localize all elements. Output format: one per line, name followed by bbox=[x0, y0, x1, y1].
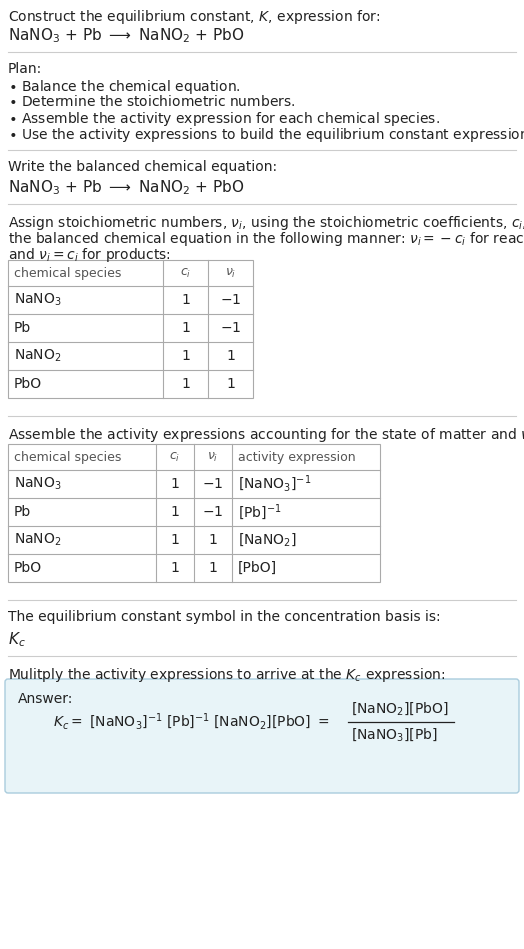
Text: $\nu_i$: $\nu_i$ bbox=[208, 451, 219, 463]
Text: NaNO$_2$: NaNO$_2$ bbox=[14, 531, 61, 549]
Text: $\nu_i$: $\nu_i$ bbox=[225, 267, 236, 280]
Bar bbox=[8, 260, 253, 398]
Text: 1: 1 bbox=[226, 349, 235, 363]
Text: 1: 1 bbox=[209, 561, 217, 575]
Text: $-1$: $-1$ bbox=[202, 477, 224, 491]
Text: $\bullet$ Balance the chemical equation.: $\bullet$ Balance the chemical equation. bbox=[8, 78, 241, 96]
Text: [NaNO$_3$]$^{-1}$: [NaNO$_3$]$^{-1}$ bbox=[238, 474, 311, 494]
Text: $c_i$: $c_i$ bbox=[180, 267, 191, 280]
Text: [NaNO$_2$][PbO]: [NaNO$_2$][PbO] bbox=[351, 700, 449, 717]
Text: $\bullet$ Assemble the activity expression for each chemical species.: $\bullet$ Assemble the activity expressi… bbox=[8, 110, 440, 128]
Text: 1: 1 bbox=[226, 377, 235, 391]
Text: $-1$: $-1$ bbox=[202, 505, 224, 519]
Text: 1: 1 bbox=[181, 377, 190, 391]
Text: $-1$: $-1$ bbox=[220, 321, 241, 335]
Text: Answer:: Answer: bbox=[18, 692, 73, 706]
Text: chemical species: chemical species bbox=[14, 451, 122, 463]
FancyBboxPatch shape bbox=[5, 679, 519, 793]
Text: PbO: PbO bbox=[14, 377, 42, 391]
Text: 1: 1 bbox=[171, 533, 179, 547]
Text: NaNO$_3$: NaNO$_3$ bbox=[14, 291, 62, 308]
Text: The equilibrium constant symbol in the concentration basis is:: The equilibrium constant symbol in the c… bbox=[8, 610, 441, 624]
Text: [NaNO$_3$][Pb]: [NaNO$_3$][Pb] bbox=[351, 727, 438, 743]
Text: 1: 1 bbox=[181, 349, 190, 363]
Text: 1: 1 bbox=[171, 561, 179, 575]
Text: Write the balanced chemical equation:: Write the balanced chemical equation: bbox=[8, 160, 277, 174]
Text: 1: 1 bbox=[181, 293, 190, 307]
Text: $\bullet$ Determine the stoichiometric numbers.: $\bullet$ Determine the stoichiometric n… bbox=[8, 94, 296, 109]
Text: activity expression: activity expression bbox=[238, 451, 356, 463]
Bar bbox=[8, 444, 380, 582]
Text: $c_i$: $c_i$ bbox=[169, 451, 181, 463]
Text: $K_c =$ [NaNO$_3$]$^{-1}$ [Pb]$^{-1}$ [NaNO$_2$][PbO] $=$: $K_c =$ [NaNO$_3$]$^{-1}$ [Pb]$^{-1}$ [N… bbox=[53, 712, 330, 733]
Text: NaNO$_3$ + Pb $\longrightarrow$ NaNO$_2$ + PbO: NaNO$_3$ + Pb $\longrightarrow$ NaNO$_2$… bbox=[8, 26, 245, 45]
Text: NaNO$_2$: NaNO$_2$ bbox=[14, 347, 61, 364]
Text: 1: 1 bbox=[171, 477, 179, 491]
Text: and $\nu_i = c_i$ for products:: and $\nu_i = c_i$ for products: bbox=[8, 246, 171, 264]
Text: PbO: PbO bbox=[14, 561, 42, 575]
Text: [NaNO$_2$]: [NaNO$_2$] bbox=[238, 531, 297, 549]
Text: NaNO$_3$: NaNO$_3$ bbox=[14, 475, 62, 493]
Text: [Pb]$^{-1}$: [Pb]$^{-1}$ bbox=[238, 502, 281, 522]
Text: Assemble the activity expressions accounting for the state of matter and $\nu_i$: Assemble the activity expressions accoun… bbox=[8, 426, 524, 444]
Text: [PbO]: [PbO] bbox=[238, 561, 277, 575]
Text: Pb: Pb bbox=[14, 505, 31, 519]
Text: NaNO$_3$ + Pb $\longrightarrow$ NaNO$_2$ + PbO: NaNO$_3$ + Pb $\longrightarrow$ NaNO$_2$… bbox=[8, 178, 245, 196]
Text: Plan:: Plan: bbox=[8, 62, 42, 76]
Text: $-1$: $-1$ bbox=[220, 293, 241, 307]
Text: Mulitply the activity expressions to arrive at the $K_c$ expression:: Mulitply the activity expressions to arr… bbox=[8, 666, 445, 684]
Text: 1: 1 bbox=[171, 505, 179, 519]
Text: the balanced chemical equation in the following manner: $\nu_i = -c_i$ for react: the balanced chemical equation in the fo… bbox=[8, 230, 524, 248]
Text: Assign stoichiometric numbers, $\nu_i$, using the stoichiometric coefficients, $: Assign stoichiometric numbers, $\nu_i$, … bbox=[8, 214, 524, 232]
Text: $K_c$: $K_c$ bbox=[8, 630, 26, 649]
Text: 1: 1 bbox=[209, 533, 217, 547]
Text: chemical species: chemical species bbox=[14, 267, 122, 280]
Text: Pb: Pb bbox=[14, 321, 31, 335]
Text: 1: 1 bbox=[181, 321, 190, 335]
Text: Construct the equilibrium constant, $K$, expression for:: Construct the equilibrium constant, $K$,… bbox=[8, 8, 380, 26]
Text: $\bullet$ Use the activity expressions to build the equilibrium constant express: $\bullet$ Use the activity expressions t… bbox=[8, 126, 524, 144]
